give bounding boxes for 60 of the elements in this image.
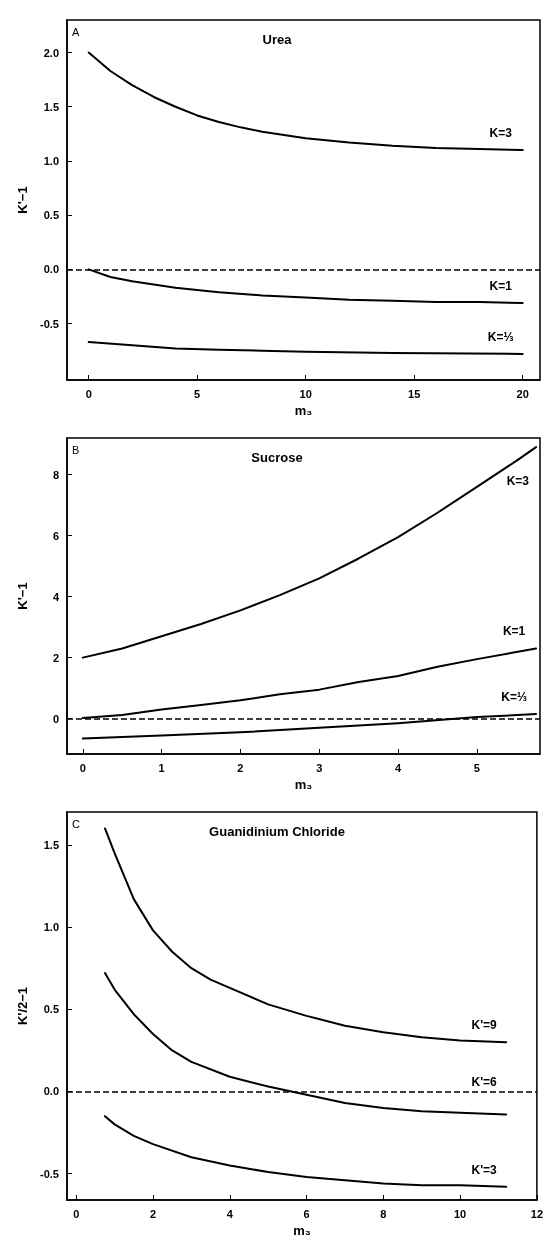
annotation: A (72, 25, 80, 38)
y-tick-label: -0.5 (40, 1167, 59, 1180)
y-tick-label: 1.5 (43, 838, 59, 851)
x-axis-title: m₃ (294, 403, 313, 418)
x-tick-label: 10 (299, 387, 312, 400)
y-tick-label: 1.0 (43, 154, 59, 167)
x-tick-label: 5 (194, 387, 201, 400)
y-tick-label: 0 (52, 712, 59, 725)
text: Sucrose (251, 450, 303, 465)
y-tick-label: 0.5 (43, 1003, 59, 1016)
text: Guanidinium Chloride (209, 824, 345, 839)
x-tick-label: 15 (408, 387, 421, 400)
x-tick-label: 4 (395, 761, 403, 774)
line-series (104, 827, 508, 1044)
x-tick-label: 6 (303, 1207, 310, 1220)
x-tick-label: 12 (530, 1207, 544, 1220)
y-axis-title: K'/2−1 (15, 986, 30, 1026)
line-series (81, 446, 538, 659)
series-label: K'=9 (471, 1018, 498, 1033)
series-label: K=⅓ (487, 329, 514, 344)
y-tick-label: -0.5 (40, 317, 59, 330)
text: Urea (262, 32, 293, 47)
x-tick-label: 5 (473, 761, 480, 774)
series-label: K=1 (502, 624, 526, 639)
y-tick-label: 2.0 (43, 46, 59, 59)
annotation: B (72, 443, 80, 456)
x-axis-title: m₃ (294, 777, 313, 792)
line-series (87, 341, 524, 355)
series-label: K=3 (506, 474, 530, 489)
x-tick-label: 0 (85, 387, 92, 400)
y-tick-label: 0.5 (43, 209, 59, 222)
x-tick-label: 4 (226, 1207, 234, 1220)
y-axis-title: K'−1 (15, 582, 30, 610)
x-tick-label: 8 (380, 1207, 387, 1220)
y-tick-label: 1.0 (43, 921, 59, 934)
series-label: K'=6 (471, 1075, 498, 1090)
y-tick-label: 0.0 (43, 1085, 59, 1098)
y-axis-title: K'−1 (15, 186, 30, 214)
x-tick-label: 20 (516, 387, 529, 400)
x-tick-label: 1 (158, 761, 165, 774)
y-tick-label: 0.0 (43, 263, 59, 276)
series-label: K=1 (489, 279, 513, 294)
y-tick-label: 6 (52, 529, 59, 542)
x-axis-title: m₃ (293, 1223, 311, 1238)
y-tick-label: 2 (52, 651, 59, 664)
x-tick-label: 10 (453, 1207, 467, 1220)
annotation: C (72, 817, 80, 830)
x-tick-label: 3 (316, 761, 323, 774)
series-label: K'=3 (471, 1162, 498, 1177)
series-label: K=⅓ (501, 690, 527, 705)
line-series (87, 51, 524, 152)
y-tick-label: 8 (52, 468, 59, 481)
line-series (104, 1115, 508, 1188)
series-label: K=3 (489, 126, 513, 141)
x-tick-label: 0 (79, 761, 86, 774)
x-tick-label: 2 (149, 1207, 157, 1220)
x-tick-label: 0 (73, 1207, 80, 1220)
x-tick-label: 2 (237, 761, 244, 774)
y-tick-label: 4 (52, 590, 60, 603)
y-tick-label: 1.5 (43, 100, 59, 113)
